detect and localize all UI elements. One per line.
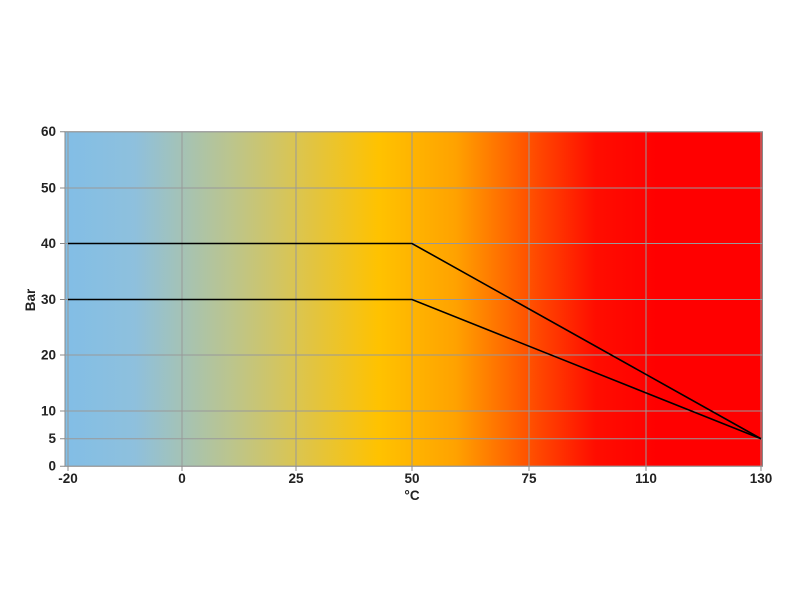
svg-text:20: 20 <box>41 347 56 362</box>
svg-text:0: 0 <box>48 459 56 474</box>
svg-text:0: 0 <box>178 471 186 486</box>
svg-text:Bar: Bar <box>23 288 38 311</box>
svg-text:50: 50 <box>404 471 419 486</box>
svg-text:130: 130 <box>750 471 773 486</box>
svg-text:10: 10 <box>41 403 56 418</box>
svg-text:75: 75 <box>521 471 537 486</box>
svg-text:60: 60 <box>41 124 56 139</box>
svg-text:-20: -20 <box>58 471 78 486</box>
svg-text:110: 110 <box>635 471 657 486</box>
svg-text:25: 25 <box>288 471 304 486</box>
svg-text:°C: °C <box>404 488 419 503</box>
svg-text:50: 50 <box>41 180 56 195</box>
svg-text:5: 5 <box>48 431 56 446</box>
svg-text:30: 30 <box>41 292 56 307</box>
svg-text:40: 40 <box>41 236 56 251</box>
